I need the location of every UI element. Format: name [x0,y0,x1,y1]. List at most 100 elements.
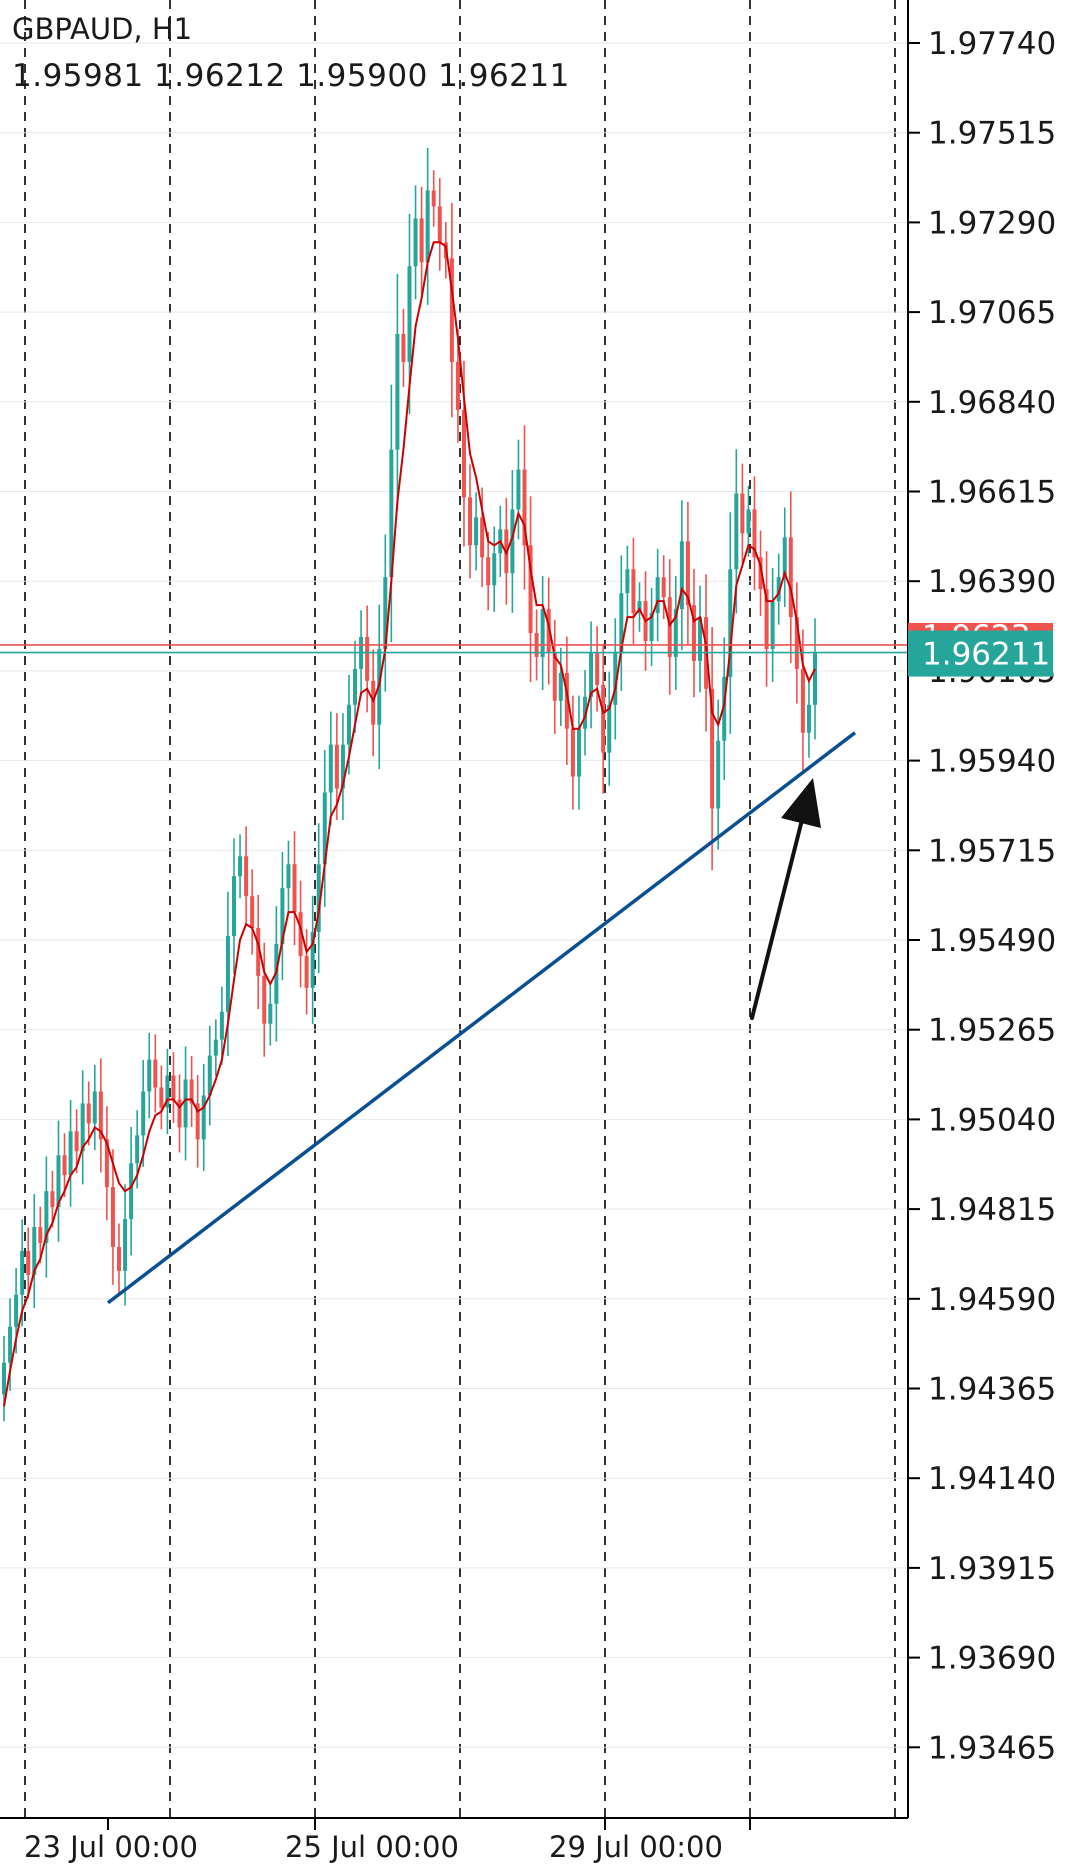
symbol-title: GBPAUD, H1 [12,12,193,46]
time-tick-label: 29 Jul 00:00 [549,1830,723,1864]
price-tick-label: 1.96615 [928,475,1056,511]
bid-price-tag [908,630,1053,677]
candle-body [546,609,551,653]
candle-body [806,704,811,733]
candle-body [135,1135,140,1164]
candle-body [637,601,642,614]
candle-body [813,652,817,705]
candle-body [455,361,460,410]
ma-line [3,241,816,1407]
candle-body [601,684,606,753]
candle-body [667,597,672,657]
candle-body [740,493,745,534]
candle-body [752,509,757,558]
candle-body [26,1250,31,1275]
bid-price-tag-label: 1.96211 [922,637,1050,673]
candle-body [268,1003,273,1024]
candle-body [159,1087,164,1108]
candle-body [776,577,781,602]
price-tick-label: 1.97740 [928,26,1056,62]
candle-body [177,1099,182,1128]
candle-body [655,577,660,614]
candle-body [322,792,327,865]
candle-body [334,744,339,789]
candle-body [625,569,630,594]
candle-body [552,652,557,701]
candle-body [685,541,690,606]
candle-body [153,1059,158,1088]
price-lines [0,644,908,654]
candle-body [758,557,763,590]
candle-body [449,258,454,362]
price-tick-label: 1.96840 [928,385,1056,421]
candle-body [92,1091,97,1124]
candle-body [461,409,466,498]
candle-body [165,1075,170,1108]
candle-body [298,912,303,956]
candles [2,147,817,1422]
candle-body [262,975,267,1024]
candle-body [395,334,400,450]
candle-body [770,601,775,649]
candle-body [62,1155,67,1176]
candle-body [522,469,527,546]
arrow-up-icon [750,778,821,1020]
candle-body [800,668,805,733]
candle-body [589,652,594,697]
support-trendline[interactable] [106,731,857,1305]
candle-body [207,1055,212,1096]
candle-body [20,1250,25,1295]
candle-body [189,1079,194,1104]
candle-body [56,1155,61,1208]
time-tick-label: 25 Jul 00:00 [285,1830,459,1864]
candle-body [74,1131,79,1152]
candle-body [419,218,424,263]
candle-body [649,613,654,641]
candle-body [564,672,569,729]
candle-body [250,896,255,929]
price-tick-label: 1.95040 [928,1102,1056,1138]
candle-body [595,652,600,685]
candle-body [346,704,351,745]
candle-body [437,206,442,243]
candle-body [256,928,261,976]
candle-body [80,1103,85,1152]
price-tick-label: 1.94365 [928,1372,1056,1408]
price-tick-label: 1.93915 [928,1551,1056,1587]
candle-body [195,1103,200,1140]
price-axis[interactable]: 1.97740 1.97515 1.97290 1.97065 1.96840 1.966… [907,0,1056,1818]
candle-body [576,728,581,777]
trendline[interactable] [106,731,857,1305]
price-tick-label: 1.95715 [928,833,1056,869]
price-tick-label: 1.94815 [928,1192,1056,1228]
candle-body [219,1011,224,1040]
candle-body [722,676,727,741]
price-tick-label: 1.93465 [928,1730,1056,1766]
candle-body [147,1059,152,1092]
candle-body [510,509,515,574]
price-tick-label: 1.93690 [928,1641,1056,1677]
arrow-head [781,778,821,828]
price-tick-label: 1.96390 [928,564,1056,600]
price-tick-label: 1.95490 [928,923,1056,959]
ohlc-values: 1.95981 1.96212 1.95900 1.96211 [12,58,570,94]
candle-body [201,1095,206,1140]
candle-body [292,864,297,913]
moving-average [3,241,816,1407]
candle-body [764,589,769,649]
candle-body [171,1075,176,1100]
candle-body [32,1227,37,1275]
candle-body [794,617,799,669]
candle-body [516,469,521,510]
candle-body [238,856,243,877]
candle-body [486,557,491,586]
candle-body [129,1163,134,1220]
candle-body [558,672,563,701]
candle-body [14,1294,19,1327]
price-tick-label: 1.94590 [928,1282,1056,1318]
time-axis[interactable]: 23 Jul 00:00 25 Jul 00:00 29 Jul 00:00 [0,1817,908,1864]
candle-body [50,1191,55,1208]
candle-body [213,1039,218,1056]
candle-body [613,652,618,705]
